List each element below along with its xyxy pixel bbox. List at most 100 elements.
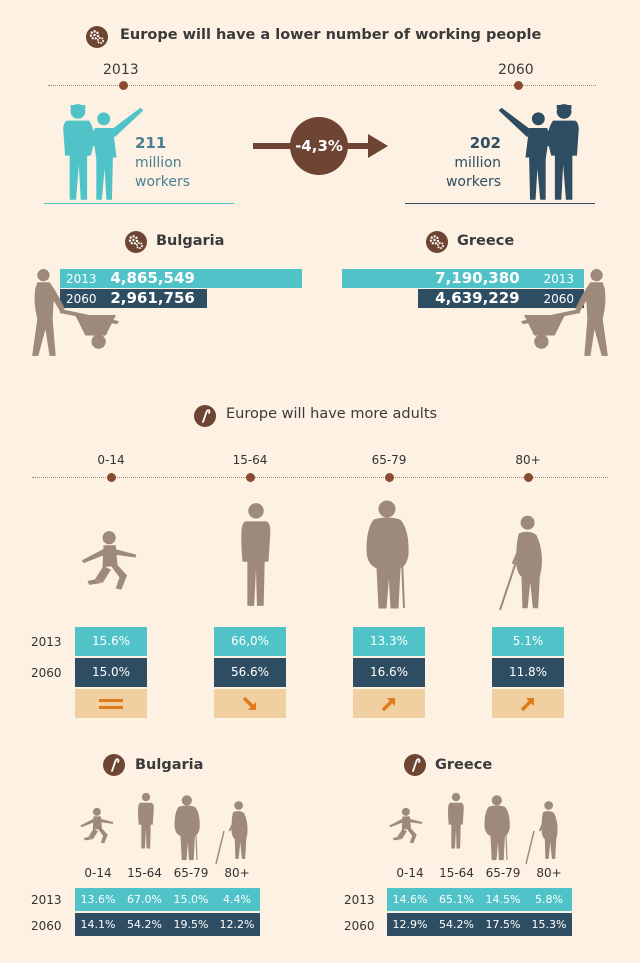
eu-cell-2060: 11.8% — [492, 658, 564, 687]
child-icon — [78, 528, 144, 604]
age-group-dot — [107, 473, 116, 482]
row-label-2013: 2013 — [31, 635, 62, 649]
small-cell-2060: 19.5% — [168, 913, 214, 936]
eu-trend-equal — [75, 689, 147, 718]
workers-2013-text: 211 million workers — [135, 134, 190, 192]
bulgaria-bar-2013: 2013 4,865,549 — [60, 269, 302, 288]
greece-bar-2060: 4,639,229 2060 — [418, 289, 584, 308]
gear-icon — [86, 26, 108, 48]
bg-row-label-2060: 2060 — [31, 919, 62, 933]
workers-2060-label: workers — [445, 174, 501, 190]
wheelbarrow-worker-icon — [18, 268, 122, 360]
workers-2013-label: workers — [135, 174, 191, 190]
small-cell-2013: 15.0% — [168, 888, 214, 911]
wheelbarrow-worker-icon — [518, 268, 622, 360]
child-icon — [387, 806, 427, 852]
age-group-label: 80+ — [536, 866, 562, 880]
age-group-dot — [524, 473, 533, 482]
small-cell-2013: 67.0% — [121, 888, 168, 911]
greece-title: Greece — [457, 233, 515, 249]
cane-stick-icon — [215, 830, 225, 865]
greece-bar-2060-year: 2060 — [543, 292, 574, 306]
workers-2013-base — [44, 203, 234, 204]
small-cell-2060: 15.3% — [526, 913, 572, 936]
trend-up-icon — [379, 694, 399, 714]
age-group-label: 15-64 — [439, 866, 474, 880]
greece-bar-2013: 7,190,380 2013 — [342, 269, 584, 288]
gr-row-label-2060: 2060 — [344, 919, 375, 933]
cane-icon — [404, 754, 426, 776]
cane-stick-icon — [499, 561, 517, 611]
eu-cell-2013: 5.1% — [492, 627, 564, 656]
bulgaria-bar-2060-value: 2,961,756 — [110, 289, 195, 307]
bulgaria-title: Bulgaria — [156, 233, 225, 249]
bulgaria-age-title: Bulgaria — [135, 757, 204, 773]
workers-2013-icon — [54, 97, 146, 205]
age-group-label: 0-14 — [84, 866, 112, 880]
eu-cell-2013: 66,0% — [214, 627, 286, 656]
eu-cell-2013: 13.3% — [353, 627, 425, 656]
small-cell-2013: 5.8% — [526, 888, 572, 911]
small-cell-2060: 14.1% — [75, 913, 121, 936]
age-group-label: 80+ — [224, 866, 250, 880]
age-group-label: 0-14 — [396, 866, 424, 880]
timeline-dot-start — [119, 81, 128, 90]
cane-icon — [194, 405, 216, 427]
eu-cell-2060: 15.0% — [75, 658, 147, 687]
workers-2060-icon — [496, 97, 588, 205]
eu-cell-2013: 15.6% — [75, 627, 147, 656]
eu-cell-2060: 16.6% — [353, 658, 425, 687]
small-cell-2013: 13.6% — [75, 888, 121, 911]
age-group-dot — [246, 473, 255, 482]
elderly-cane-icon — [532, 800, 562, 860]
child-icon — [78, 806, 118, 852]
age-group-dot — [385, 473, 394, 482]
adults-title: Europe will have more adults — [226, 406, 438, 422]
year-start-label: 2013 — [103, 62, 139, 78]
small-cell-2013: 14.5% — [480, 888, 526, 911]
age-group-label: 15-64 — [127, 866, 162, 880]
small-cell-2013: 65.1% — [433, 888, 480, 911]
bulgaria-bar-2013-value: 4,865,549 — [110, 269, 195, 287]
greece-age-title: Greece — [435, 757, 493, 773]
change-arrow-head — [368, 134, 388, 158]
bulgaria-bar-2060: 2060 2,961,756 — [60, 289, 207, 308]
workers-2060-base — [405, 203, 595, 204]
greece-bar-2060-value: 4,639,229 — [435, 289, 520, 307]
adult-icon — [232, 500, 280, 610]
page-title: Europe will have a lower number of worki… — [120, 27, 542, 43]
workers-2060-number: 202 — [469, 134, 501, 152]
small-cell-2013: 14.6% — [387, 888, 433, 911]
age-group-label: 15-64 — [232, 453, 268, 467]
trend-down-icon — [240, 694, 260, 714]
adult-icon — [133, 790, 159, 852]
workers-2013-unit: million — [135, 155, 182, 171]
timeline-line — [48, 85, 596, 86]
trend-equal-icon — [96, 694, 126, 714]
small-cell-2013: 4.4% — [214, 888, 260, 911]
workers-2060-text: 202 million workers — [441, 134, 501, 192]
age-group-label: 0-14 — [97, 453, 125, 467]
age-group-label: 65-79 — [371, 453, 407, 467]
small-cell-2060: 12.2% — [214, 913, 260, 936]
small-cell-2060: 17.5% — [480, 913, 526, 936]
row-label-2060: 2060 — [31, 666, 62, 680]
age-group-label: 65-79 — [485, 866, 521, 880]
small-cell-2060: 12.9% — [387, 913, 433, 936]
elderly-icon — [173, 795, 203, 861]
age-group-label: 80+ — [515, 453, 541, 467]
greece-bar-2013-value: 7,190,380 — [435, 269, 520, 287]
elderly-cane-icon — [222, 800, 252, 860]
small-cell-2060: 54.2% — [433, 913, 480, 936]
eu-trend-up — [492, 689, 564, 718]
workers-2060-unit: million — [454, 155, 501, 171]
elderly-icon — [483, 795, 513, 861]
eu-trend-down — [214, 689, 286, 718]
age-timeline-line — [32, 477, 608, 478]
eu-trend-up — [353, 689, 425, 718]
gear-icon — [426, 231, 448, 253]
age-group-label: 65-79 — [173, 866, 209, 880]
adult-icon — [443, 790, 469, 852]
bulgaria-bar-2060-year: 2060 — [66, 292, 97, 306]
gear-icon — [125, 231, 147, 253]
